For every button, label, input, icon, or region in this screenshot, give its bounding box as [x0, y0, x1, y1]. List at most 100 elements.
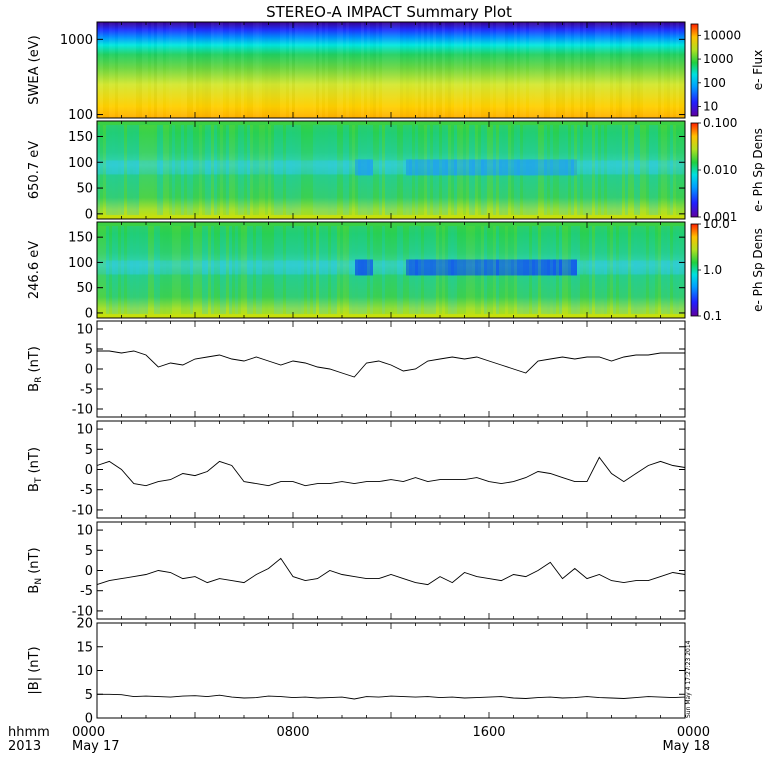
texture-stripe	[172, 125, 175, 215]
band-cell	[490, 259, 493, 276]
band-cell	[496, 259, 499, 276]
band-cell	[424, 159, 427, 176]
texture-stripe	[142, 125, 145, 215]
band-cell	[433, 259, 436, 276]
texture-stripe	[400, 125, 403, 215]
texture-stripe	[316, 22, 319, 118]
band-cell	[124, 260, 127, 275]
band-cell	[403, 260, 406, 275]
band-cell	[670, 160, 673, 175]
texture-stripe	[610, 226, 613, 314]
texture-stripe	[304, 125, 307, 215]
texture-stripe	[322, 226, 325, 314]
texture-stripe	[271, 226, 274, 314]
band-cell	[565, 259, 568, 276]
texture-stripe	[622, 125, 625, 215]
texture-stripe	[658, 125, 661, 215]
band-cell	[322, 260, 325, 275]
y-tick-label: 50	[76, 281, 93, 296]
texture-stripe	[421, 22, 424, 118]
band-cell	[331, 160, 334, 175]
band-cell	[163, 260, 166, 275]
band-cell	[289, 160, 292, 175]
band-cell	[316, 260, 319, 275]
band-cell	[286, 260, 289, 275]
texture-stripe	[397, 22, 400, 118]
band-cell	[532, 259, 535, 276]
band-cell	[676, 260, 679, 275]
y-axis-label: BT (nT)	[27, 447, 44, 492]
band-cell	[292, 160, 295, 175]
band-cell	[640, 160, 643, 175]
band-cell	[469, 259, 472, 276]
band-cell	[328, 260, 331, 275]
panel-4: -10 -5 0 5 10 BR (nT)	[27, 320, 686, 418]
band-cell	[427, 159, 430, 176]
band-cell	[316, 160, 319, 175]
texture-stripe	[613, 22, 616, 118]
texture-stripe	[181, 226, 184, 314]
texture-stripe	[382, 22, 385, 118]
y-tick-label: 10	[76, 664, 93, 679]
texture-stripe	[346, 226, 349, 314]
band-cell	[436, 259, 439, 276]
panel-frame	[96, 320, 686, 418]
band-cell	[580, 260, 583, 275]
texture-stripe	[643, 125, 646, 215]
y-axis-label: BN (nT)	[27, 547, 44, 593]
band-cell	[172, 160, 175, 175]
texture-stripe	[115, 22, 118, 118]
y-tick-label: -5	[80, 584, 93, 599]
band-cell	[208, 160, 211, 175]
texture-stripe	[337, 22, 340, 118]
texture-stripe	[517, 22, 520, 118]
band-cell	[235, 260, 238, 275]
colorbar-tick-label: 10000	[703, 28, 741, 42]
band-cell	[421, 259, 424, 276]
band-cell	[211, 260, 214, 275]
band-cell	[571, 259, 574, 276]
texture-stripe	[265, 125, 268, 215]
band-cell	[496, 159, 499, 176]
y-tick-label: 0	[85, 564, 93, 579]
band-cell	[457, 159, 460, 176]
band-cell	[484, 259, 487, 276]
texture-stripe	[283, 125, 286, 215]
texture-stripe	[499, 22, 502, 118]
band-cell	[178, 160, 181, 175]
band-cell	[541, 159, 544, 176]
texture-stripe	[124, 125, 127, 215]
y-tick-label: 0	[85, 363, 93, 378]
band-cell	[646, 260, 649, 275]
band-cell	[247, 160, 250, 175]
band-cell	[337, 260, 340, 275]
texture-stripe	[307, 22, 310, 118]
band-cell	[472, 259, 475, 276]
band-cell	[532, 159, 535, 176]
band-cell	[307, 260, 310, 275]
texture-stripe	[649, 226, 652, 314]
band-cell	[130, 260, 133, 275]
band-cell	[412, 159, 415, 176]
texture-stripe	[100, 226, 103, 314]
y-tick-label: 0	[85, 207, 93, 222]
band-cell	[466, 159, 469, 176]
spectrogram-fill	[97, 222, 685, 318]
texture-stripe	[148, 125, 151, 215]
band-cell	[544, 159, 547, 176]
band-cell	[637, 260, 640, 275]
texture-stripe	[619, 226, 622, 314]
texture-stripe	[484, 22, 487, 118]
band-cell	[373, 260, 376, 275]
band-cell	[493, 259, 496, 276]
series-line	[97, 350, 685, 378]
texture-stripe	[253, 125, 256, 215]
texture-stripe	[445, 22, 448, 118]
band-cell	[409, 159, 412, 176]
y-tick-label: 5	[85, 544, 93, 559]
texture-stripe	[337, 226, 340, 314]
band-cell	[358, 159, 361, 176]
texture-stripe	[358, 22, 361, 118]
texture-stripe	[457, 22, 460, 118]
